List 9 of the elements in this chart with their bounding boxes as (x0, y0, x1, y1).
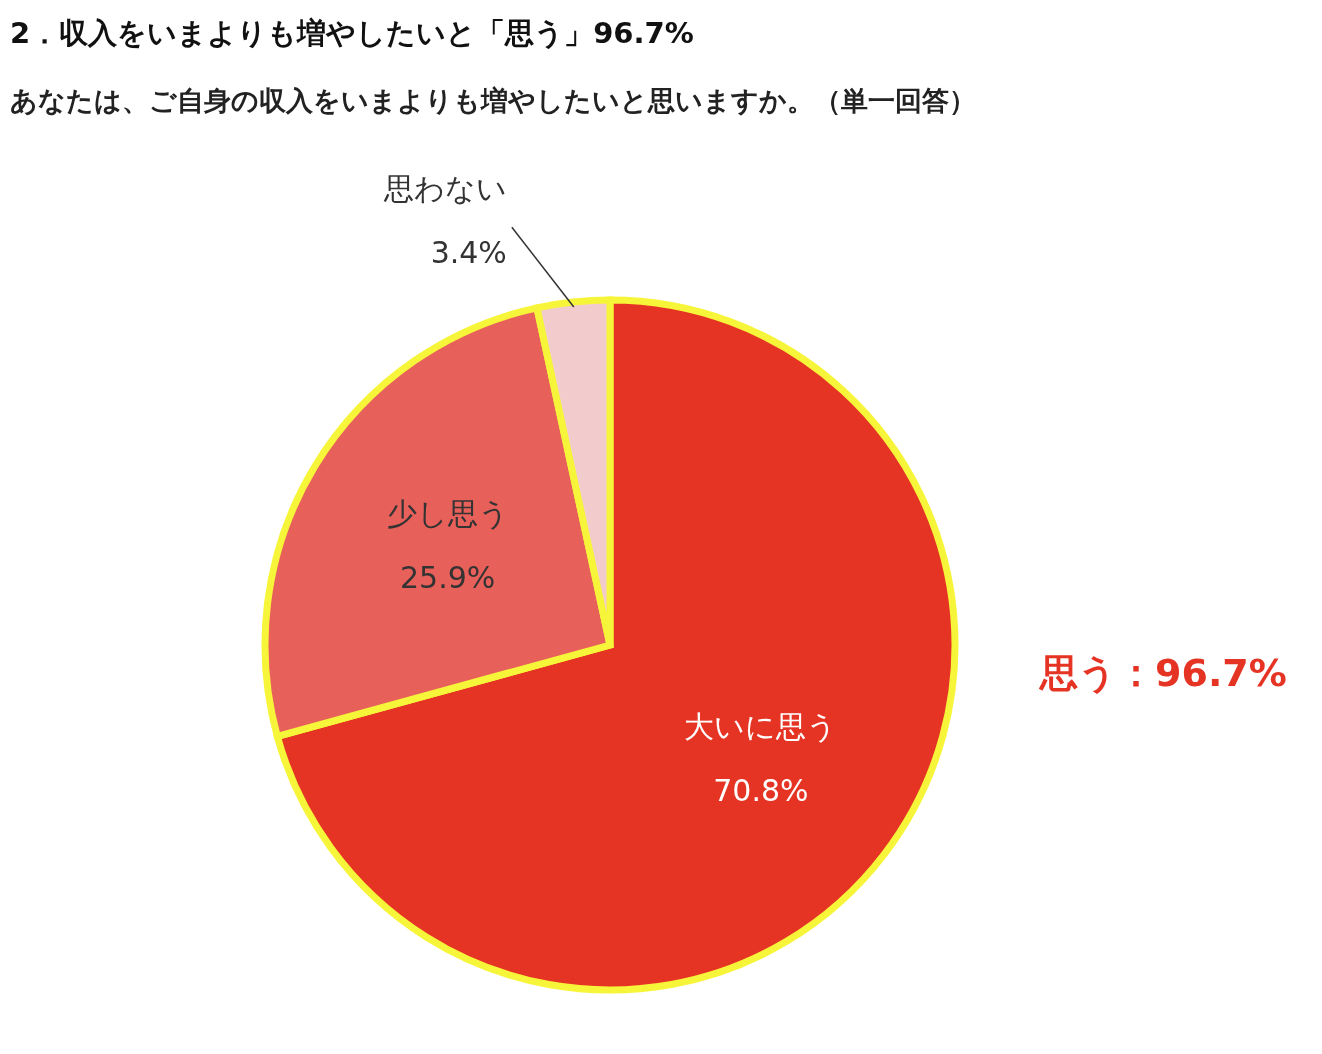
chart-title: 2．収入をいまよりも増やしたいと「思う」96.7% (10, 16, 694, 50)
chart-subtitle: あなたは、ご自身の収入をいまよりも増やしたいと思いますか。（単一回答） (10, 85, 976, 116)
slice-label: 少し思う (386, 495, 509, 531)
data-label: 3.4% (430, 235, 507, 271)
data-label: 25.9% (400, 559, 496, 595)
text: 思う：96.7% (1038, 651, 1287, 695)
data-label: 70.8% (713, 773, 809, 809)
slice-label: 思わない (382, 171, 507, 207)
slice-label: 大いに思う (684, 709, 838, 745)
